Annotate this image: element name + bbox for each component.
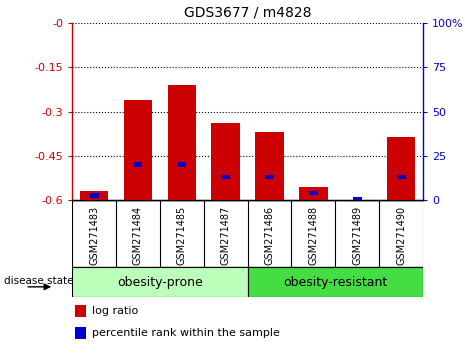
Text: GSM271489: GSM271489: [352, 205, 362, 264]
Text: GSM271483: GSM271483: [89, 205, 99, 264]
Bar: [221, 175, 230, 179]
Bar: [299, 187, 328, 200]
Bar: [353, 197, 362, 201]
Text: GSM271484: GSM271484: [133, 205, 143, 264]
Text: percentile rank within the sample: percentile rank within the sample: [92, 328, 279, 338]
Bar: [177, 162, 186, 167]
Text: log ratio: log ratio: [92, 306, 138, 316]
Text: GSM271485: GSM271485: [177, 205, 187, 265]
Bar: [80, 191, 108, 200]
Bar: [167, 85, 196, 200]
Bar: [265, 175, 274, 179]
Bar: [212, 123, 240, 200]
Bar: [75, 305, 86, 317]
Bar: [72, 267, 248, 297]
Text: obesity-resistant: obesity-resistant: [283, 276, 387, 289]
Bar: [309, 191, 318, 195]
Bar: [247, 267, 423, 297]
Bar: [255, 132, 284, 200]
Bar: [397, 175, 406, 179]
Text: GSM271486: GSM271486: [265, 205, 274, 264]
Bar: [124, 100, 152, 200]
Text: GSM271487: GSM271487: [221, 205, 231, 265]
Text: disease state: disease state: [4, 276, 73, 286]
Title: GDS3677 / m4828: GDS3677 / m4828: [184, 5, 312, 19]
Bar: [89, 193, 99, 198]
Text: GSM271488: GSM271488: [308, 205, 319, 264]
Text: GSM271490: GSM271490: [396, 205, 406, 264]
Text: obesity-prone: obesity-prone: [117, 276, 203, 289]
Bar: [75, 327, 86, 339]
Bar: [387, 137, 415, 200]
Bar: [343, 200, 372, 201]
Bar: [133, 162, 142, 167]
